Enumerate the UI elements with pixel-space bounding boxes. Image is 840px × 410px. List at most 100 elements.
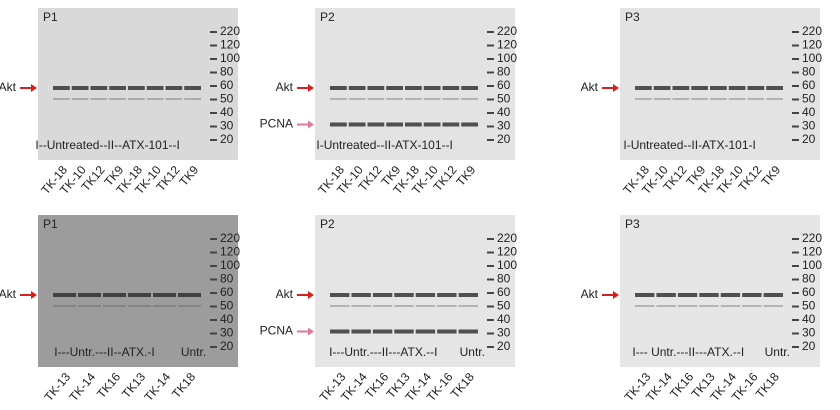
marker-label: 220: [802, 231, 822, 245]
protein-band: [691, 86, 708, 90]
faint-band: [728, 98, 746, 100]
panel-title: P1: [43, 10, 58, 24]
protein-band: [348, 86, 366, 90]
protein-band: [394, 329, 414, 334]
lane-label: TK18: [169, 370, 198, 401]
protein-band: [109, 86, 126, 90]
ladder-band: [792, 238, 799, 240]
faint-band: [691, 98, 708, 100]
protein-band: [330, 86, 347, 90]
marker-label: 20: [497, 132, 511, 146]
protein-band: [128, 86, 145, 90]
protein-band: [146, 86, 164, 90]
protein-band: [367, 86, 385, 90]
faint-band: [367, 98, 385, 100]
ladder-band: [487, 319, 494, 321]
marker-label: 80: [802, 272, 816, 286]
ladder-band: [487, 346, 494, 348]
ladder-band: [487, 85, 494, 87]
ladder-band: [210, 251, 217, 254]
faint-band: [53, 305, 76, 307]
group-label: I--Untreated--II--ATX-101--I: [35, 138, 179, 152]
marker-label: 220: [220, 231, 240, 245]
marker-label: 220: [497, 231, 517, 245]
protein-band: [423, 86, 441, 90]
ladder-band: [487, 265, 494, 267]
faint-band: [128, 98, 145, 100]
ladder-band: [487, 112, 494, 114]
arrow-head: [31, 291, 37, 299]
blot-background: [620, 215, 820, 367]
ladder-band: [487, 98, 494, 101]
protein-band: [442, 86, 460, 90]
ladder-band: [210, 265, 217, 267]
faint-band: [677, 305, 698, 307]
lane-label: TK16: [362, 370, 391, 401]
arrow-head: [613, 291, 619, 299]
protein-band: [71, 86, 89, 90]
panel-title: P1: [43, 217, 58, 231]
marker-label: 50: [497, 92, 511, 106]
blot-background: [38, 8, 238, 160]
protein-band: [656, 293, 676, 297]
marker-label: 60: [802, 78, 816, 92]
ladder-band: [487, 58, 494, 60]
protein-band: [442, 122, 460, 127]
ladder-band: [792, 31, 799, 33]
target-label: Akt: [276, 80, 294, 94]
marker-label: 220: [802, 24, 822, 38]
faint-band: [386, 98, 403, 100]
protein-band: [742, 293, 762, 297]
group-label: I--- Untr.---II---ATX.--I: [632, 345, 744, 359]
marker-label: 100: [497, 51, 517, 65]
faint-band: [372, 305, 393, 307]
faint-band: [351, 305, 371, 307]
ladder-band: [487, 125, 494, 128]
protein-band: [153, 293, 176, 297]
protein-band: [677, 293, 698, 297]
marker-label: 50: [220, 299, 234, 313]
marker-label: 120: [220, 245, 240, 259]
protein-band: [415, 329, 436, 334]
protein-band: [394, 293, 414, 297]
ladder-band: [792, 58, 799, 60]
ladder-band: [792, 292, 799, 294]
protein-band: [653, 86, 671, 90]
faint-band: [763, 305, 783, 307]
ladder-band: [792, 319, 799, 321]
marker-label: 220: [220, 24, 240, 38]
marker-label: 20: [220, 339, 234, 353]
group-label: Untr.: [460, 345, 485, 359]
faint-band: [766, 98, 783, 100]
faint-band: [747, 98, 765, 100]
protein-band: [415, 293, 436, 297]
ladder-band: [210, 139, 217, 141]
marker-label: 60: [802, 285, 816, 299]
marker-label: 40: [497, 312, 511, 326]
marker-label: 220: [497, 24, 517, 38]
faint-band: [348, 98, 366, 100]
faint-band: [90, 98, 108, 100]
target-label: Akt: [581, 287, 599, 301]
arrow-head: [613, 84, 619, 92]
protein-band: [710, 86, 727, 90]
ladder-band: [210, 292, 217, 294]
faint-band: [423, 98, 441, 100]
ladder-band: [487, 44, 494, 47]
faint-band: [330, 98, 347, 100]
marker-label: 100: [802, 51, 822, 65]
ladder-band: [210, 31, 217, 33]
group-label: I-Untreated--II-ATX-101-I: [623, 138, 755, 152]
marker-label: 100: [802, 258, 822, 272]
protein-band: [184, 86, 201, 90]
faint-band: [53, 98, 70, 100]
marker-label: 60: [220, 285, 234, 299]
marker-label: 50: [497, 299, 511, 313]
ladder-band: [792, 332, 799, 335]
ladder-band: [487, 251, 494, 254]
